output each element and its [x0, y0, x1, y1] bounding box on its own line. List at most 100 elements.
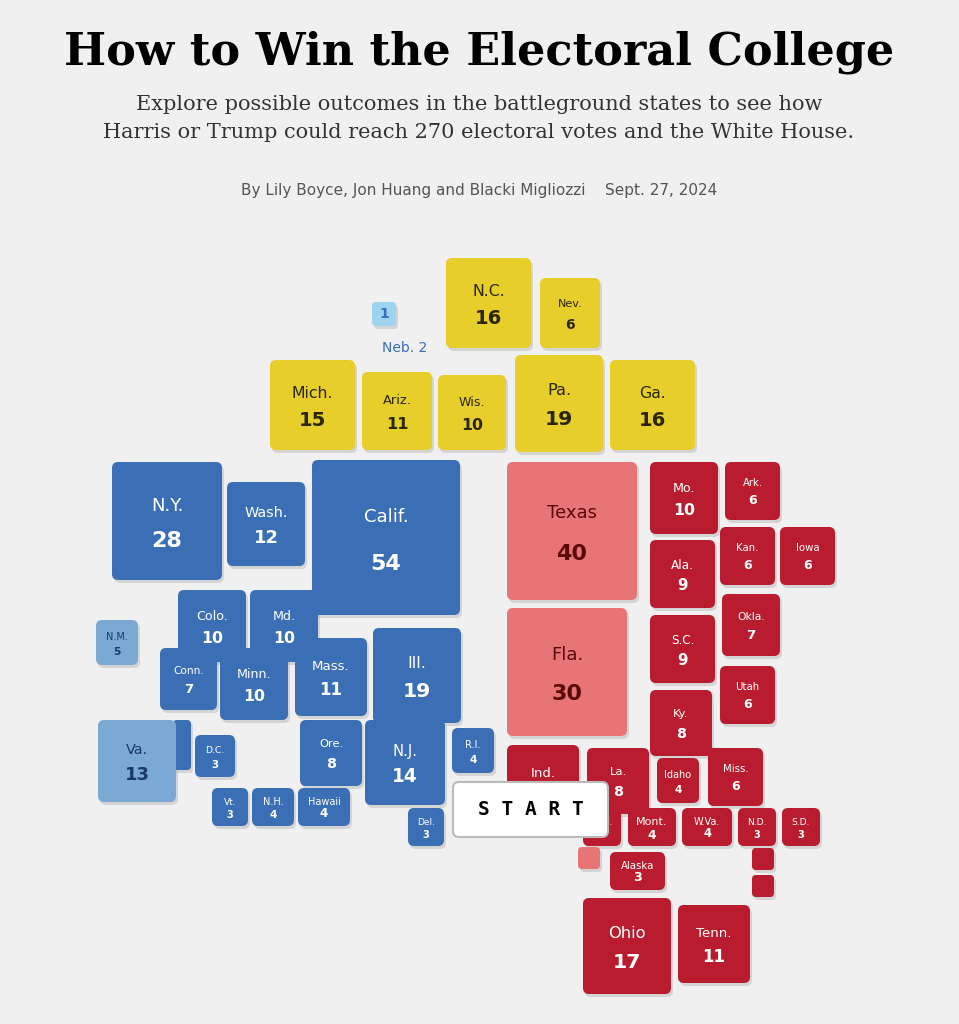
FancyBboxPatch shape — [364, 375, 434, 453]
FancyBboxPatch shape — [650, 540, 715, 608]
FancyBboxPatch shape — [252, 788, 294, 826]
FancyBboxPatch shape — [580, 850, 602, 872]
Text: 3: 3 — [598, 830, 605, 841]
Text: Okla.: Okla. — [737, 612, 765, 622]
FancyBboxPatch shape — [652, 618, 717, 686]
Text: Mich.: Mich. — [292, 386, 333, 400]
Text: Mass.: Mass. — [312, 660, 350, 674]
Text: Iowa: Iowa — [796, 544, 819, 553]
Text: Nev.: Nev. — [558, 299, 582, 309]
Text: 1: 1 — [379, 307, 389, 321]
Text: Mo.: Mo. — [673, 482, 695, 496]
Text: Ind.: Ind. — [530, 767, 555, 780]
Text: 11: 11 — [319, 681, 342, 699]
Text: 40: 40 — [556, 545, 588, 564]
FancyBboxPatch shape — [180, 593, 248, 665]
FancyBboxPatch shape — [222, 651, 290, 723]
FancyBboxPatch shape — [782, 530, 837, 588]
Text: 9: 9 — [677, 653, 688, 668]
FancyBboxPatch shape — [446, 258, 531, 348]
Text: 7: 7 — [184, 683, 193, 696]
Text: 16: 16 — [639, 411, 667, 430]
FancyBboxPatch shape — [365, 720, 445, 805]
Text: 5: 5 — [113, 647, 121, 657]
FancyBboxPatch shape — [509, 611, 629, 739]
FancyBboxPatch shape — [98, 623, 140, 668]
FancyBboxPatch shape — [507, 745, 579, 823]
Text: D.C.: D.C. — [205, 746, 224, 756]
Text: 3: 3 — [212, 760, 219, 770]
FancyBboxPatch shape — [740, 811, 778, 849]
FancyBboxPatch shape — [720, 666, 775, 724]
Text: N.M.: N.M. — [106, 632, 128, 642]
Text: 28: 28 — [152, 531, 182, 551]
Text: 10: 10 — [673, 503, 695, 518]
Text: 4: 4 — [674, 785, 682, 796]
Text: 30: 30 — [551, 684, 582, 703]
Text: By Lily Boyce, Jon Huang and Blacki Migliozzi    Sept. 27, 2024: By Lily Boyce, Jon Huang and Blacki Migl… — [241, 182, 717, 198]
Text: 11: 11 — [531, 788, 554, 806]
Text: Del.: Del. — [417, 818, 435, 827]
FancyBboxPatch shape — [448, 261, 533, 351]
FancyBboxPatch shape — [583, 808, 621, 846]
Text: 15: 15 — [299, 411, 326, 430]
FancyBboxPatch shape — [175, 723, 193, 773]
FancyBboxPatch shape — [453, 782, 608, 837]
FancyBboxPatch shape — [780, 527, 835, 585]
FancyBboxPatch shape — [160, 648, 217, 710]
Text: W.Va.: W.Va. — [693, 817, 720, 827]
FancyBboxPatch shape — [229, 485, 307, 569]
Text: 4: 4 — [320, 807, 328, 820]
Text: 12: 12 — [253, 529, 278, 547]
FancyBboxPatch shape — [272, 362, 357, 453]
Text: 14: 14 — [392, 767, 418, 786]
Text: Fla.: Fla. — [550, 646, 583, 665]
Text: 3: 3 — [754, 830, 760, 841]
FancyBboxPatch shape — [754, 878, 776, 900]
Text: 6: 6 — [748, 495, 757, 507]
FancyBboxPatch shape — [302, 723, 364, 790]
Text: Ky.: Ky. — [673, 710, 689, 720]
Text: La.: La. — [609, 767, 626, 777]
Text: Ore.: Ore. — [319, 739, 343, 750]
Text: Explore possible outcomes in the battleground states to see how
Harris or Trump : Explore possible outcomes in the battleg… — [104, 94, 854, 141]
FancyBboxPatch shape — [782, 808, 820, 846]
Text: S T A R T: S T A R T — [478, 800, 583, 819]
Text: 17: 17 — [613, 952, 642, 972]
FancyBboxPatch shape — [252, 593, 320, 665]
Text: 11: 11 — [386, 417, 409, 432]
FancyBboxPatch shape — [612, 362, 697, 453]
FancyBboxPatch shape — [752, 848, 774, 870]
Text: Wash.: Wash. — [245, 506, 288, 520]
Text: How to Win the Electoral College: How to Win the Electoral College — [64, 31, 894, 74]
FancyBboxPatch shape — [178, 590, 246, 662]
Text: 8: 8 — [613, 785, 623, 799]
Text: 13: 13 — [125, 766, 150, 784]
Text: Hawaii: Hawaii — [308, 797, 340, 807]
FancyBboxPatch shape — [678, 905, 750, 983]
Text: Md.: Md. — [272, 610, 295, 624]
FancyBboxPatch shape — [312, 460, 460, 615]
Text: S.C.: S.C. — [670, 634, 694, 647]
FancyBboxPatch shape — [754, 851, 776, 873]
Text: 6: 6 — [803, 559, 812, 572]
FancyBboxPatch shape — [722, 530, 777, 588]
Text: 54: 54 — [370, 554, 402, 573]
Text: 6: 6 — [743, 559, 752, 572]
Text: 7: 7 — [746, 629, 756, 642]
Text: Ark.: Ark. — [742, 478, 762, 488]
FancyBboxPatch shape — [300, 720, 362, 786]
FancyBboxPatch shape — [96, 620, 138, 665]
Text: Kan.: Kan. — [737, 544, 759, 553]
Text: Minn.: Minn. — [237, 668, 271, 681]
FancyBboxPatch shape — [682, 808, 732, 846]
FancyBboxPatch shape — [300, 791, 352, 829]
FancyBboxPatch shape — [630, 811, 678, 849]
Text: 8: 8 — [676, 727, 686, 741]
FancyBboxPatch shape — [585, 811, 623, 849]
Text: Wis.: Wis. — [458, 396, 485, 410]
Text: 6: 6 — [565, 317, 574, 332]
Text: N.D.: N.D. — [747, 818, 766, 827]
Text: Ohio: Ohio — [608, 926, 645, 941]
FancyBboxPatch shape — [784, 811, 822, 849]
